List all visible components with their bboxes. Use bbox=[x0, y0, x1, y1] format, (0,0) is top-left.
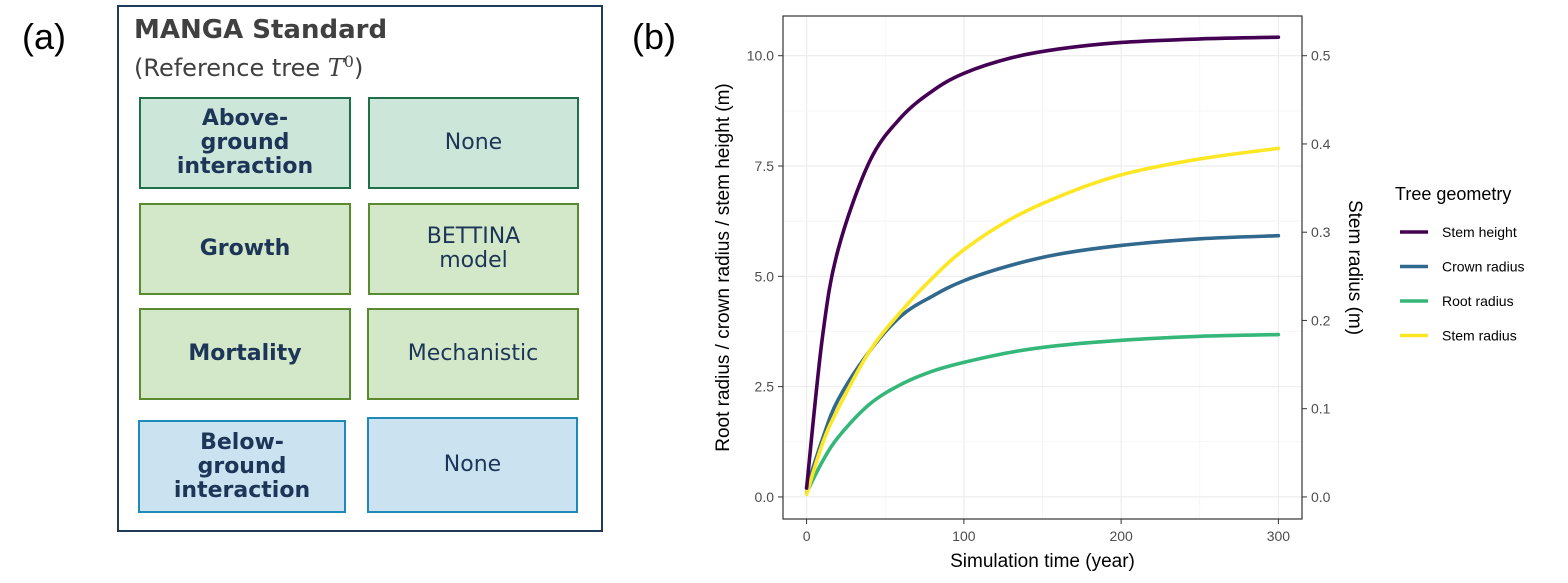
module-label-mortality: Mortality bbox=[139, 308, 351, 400]
axes: 0 100 200 300 0.0 2.5 5.0 7.5 10.0 0.0 0.1 0.2 0.3 0.… bbox=[747, 48, 1331, 544]
series-lines bbox=[804, 35, 1281, 497]
x-axis-title: Simulation time (year) bbox=[950, 551, 1135, 572]
legend-label-root-radius: Root radius bbox=[1442, 293, 1514, 309]
y2-tick-label: 0.1 bbox=[1311, 401, 1331, 417]
series-line-stem-height bbox=[804, 35, 1281, 490]
legend-title: Tree geometry bbox=[1395, 184, 1511, 204]
subtitle-suffix: ) bbox=[353, 54, 364, 82]
tree-geometry-chart: 0 100 200 300 0.0 2.5 5.0 7.5 10.0 0.0 0.1 0.2 0.3 0.… bbox=[713, 15, 1524, 572]
panel-a-letter: (a) bbox=[22, 16, 66, 57]
legend-label-crown-radius: Crown radius bbox=[1442, 259, 1524, 275]
y-tick-label: 7.5 bbox=[755, 158, 775, 174]
y-tick-label: 2.5 bbox=[755, 379, 775, 395]
panel-subtitle: (Reference tree T0) bbox=[134, 52, 363, 82]
module-label-growth: Growth bbox=[139, 203, 351, 295]
module-value-mortality: Mechanistic bbox=[367, 308, 579, 400]
y2-tick-label: 0.0 bbox=[1311, 489, 1331, 505]
y-axis-title: Root radius / crown radius / stem height… bbox=[713, 83, 734, 452]
y-tick-label: 0.0 bbox=[755, 489, 775, 505]
panel-title: MANGA Standard bbox=[134, 15, 388, 45]
series-line-root-radius bbox=[804, 332, 1281, 495]
x-tick-label: 0 bbox=[803, 528, 811, 544]
subtitle-superscript: 0 bbox=[343, 52, 354, 71]
x-tick-label: 200 bbox=[1109, 528, 1133, 544]
subtitle-variable: T bbox=[327, 54, 344, 82]
plot-border bbox=[782, 15, 1303, 520]
x-tick-label: 300 bbox=[1267, 528, 1291, 544]
subtitle-prefix: (Reference tree bbox=[134, 54, 328, 82]
x-tick-label: 100 bbox=[952, 528, 976, 544]
module-value-growth: BETTINA model bbox=[368, 203, 579, 295]
module-label-aboveground: Above- ground interaction bbox=[139, 97, 351, 189]
manga-standard-panel: MANGA Standard (Reference tree T0) Above… bbox=[117, 5, 603, 532]
grid bbox=[783, 16, 1302, 519]
module-label-belowground: Below- ground interaction bbox=[138, 420, 346, 513]
legend-label-stem-radius: Stem radius bbox=[1442, 328, 1517, 344]
y2-axis-title: Stem radius (m) bbox=[1344, 200, 1365, 335]
legend-label-stem-height: Stem height bbox=[1442, 224, 1517, 240]
y-tick-label: 10.0 bbox=[747, 48, 774, 64]
y2-tick-label: 0.4 bbox=[1311, 136, 1331, 152]
y2-tick-label: 0.5 bbox=[1311, 48, 1331, 64]
y-tick-label: 5.0 bbox=[755, 268, 775, 284]
y2-tick-label: 0.3 bbox=[1311, 224, 1331, 240]
panel-b-letter: (b) bbox=[632, 16, 676, 57]
series-line-crown-radius bbox=[804, 233, 1281, 490]
y2-tick-label: 0.2 bbox=[1311, 312, 1331, 328]
series-line-stem-radius bbox=[804, 146, 1281, 497]
module-value-belowground: None bbox=[367, 417, 578, 513]
module-value-aboveground: None bbox=[368, 97, 579, 189]
legend: Tree geometry Stem height Crown radius Roo… bbox=[1395, 184, 1524, 344]
